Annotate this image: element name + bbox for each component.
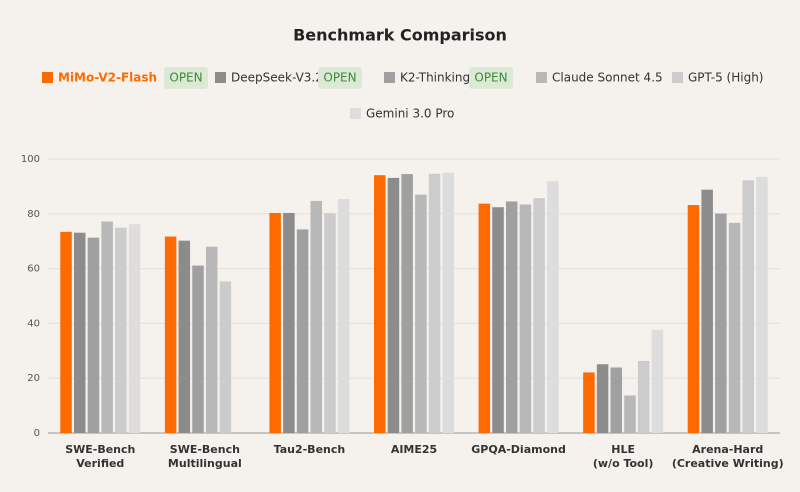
bar [756, 176, 768, 433]
legend-swatch [215, 72, 226, 83]
y-tick-label: 0 [34, 428, 40, 439]
bar [428, 173, 441, 433]
legend-label: Gemini 3.0 Pro [366, 107, 454, 121]
x-tick-label: (w/o Tool) [593, 457, 654, 470]
bar [742, 180, 755, 433]
bar [269, 212, 281, 433]
bar [192, 265, 204, 433]
legend-swatch [672, 72, 683, 83]
x-tick-label: Multilingual [168, 457, 242, 470]
bar [492, 207, 504, 433]
legend-swatch [536, 72, 547, 83]
bar [596, 364, 609, 433]
bar [128, 224, 141, 433]
x-tick-label: Arena-Hard [692, 443, 763, 456]
legend-badge-text: OPEN [323, 71, 356, 85]
bar [283, 212, 295, 433]
bar [637, 360, 650, 433]
bar [324, 213, 336, 433]
bar [60, 231, 72, 433]
bar [296, 229, 309, 433]
y-tick-label: 60 [27, 264, 40, 275]
y-tick-label: 20 [27, 373, 40, 384]
bar [442, 172, 454, 433]
x-tick-label: SWE-Bench [170, 443, 240, 456]
bar [164, 236, 177, 433]
x-tick-label: GPQA-Diamond [471, 443, 566, 456]
legend-label: GPT-5 (High) [688, 71, 764, 85]
bar [651, 329, 664, 433]
y-tick-label: 80 [27, 209, 40, 220]
bar [219, 281, 232, 433]
y-tick-label: 40 [27, 318, 40, 329]
bar [505, 201, 518, 433]
legend-badge [469, 67, 513, 89]
bar [310, 200, 323, 433]
bar [87, 237, 100, 433]
legend-swatch [384, 72, 395, 83]
legend-badge [318, 67, 362, 89]
bar [401, 174, 413, 433]
bar [478, 203, 491, 433]
x-tick-label: Tau2-Bench [274, 443, 346, 456]
bar [115, 227, 127, 433]
bar [687, 205, 700, 433]
bar [178, 240, 191, 433]
x-tick-label: HLE [611, 443, 635, 456]
bar [583, 372, 595, 433]
chart-title: Benchmark Comparison [293, 26, 507, 45]
legend-label: K2-Thinking [400, 71, 470, 85]
x-tick-label: AIME25 [391, 443, 437, 456]
legend-badge-text: OPEN [474, 71, 507, 85]
bar [533, 198, 545, 433]
bar [728, 222, 741, 433]
legend-badge [164, 67, 208, 89]
legend-label: Claude Sonnet 4.5 [552, 71, 663, 85]
bar [374, 175, 386, 433]
legend-badge-text: OPEN [169, 71, 202, 85]
bar [387, 177, 400, 433]
legend-swatch [350, 108, 361, 119]
x-tick-label: (Creative Writing) [672, 457, 784, 470]
bar [547, 181, 559, 433]
bar [519, 204, 532, 433]
bar [715, 213, 727, 433]
bar [73, 232, 86, 433]
legend-label: MiMo-V2-Flash [58, 71, 157, 85]
y-tick-label: 100 [21, 154, 40, 165]
bar [205, 246, 218, 433]
x-tick-label: Verified [76, 457, 124, 470]
bar [701, 189, 713, 433]
bar [337, 199, 350, 433]
bar [415, 194, 427, 433]
bar [624, 395, 636, 433]
bar [101, 221, 113, 433]
legend-swatch [42, 72, 53, 83]
bar [610, 367, 623, 433]
x-tick-label: SWE-Bench [65, 443, 135, 456]
legend-label: DeepSeek-V3.2 [231, 71, 323, 85]
